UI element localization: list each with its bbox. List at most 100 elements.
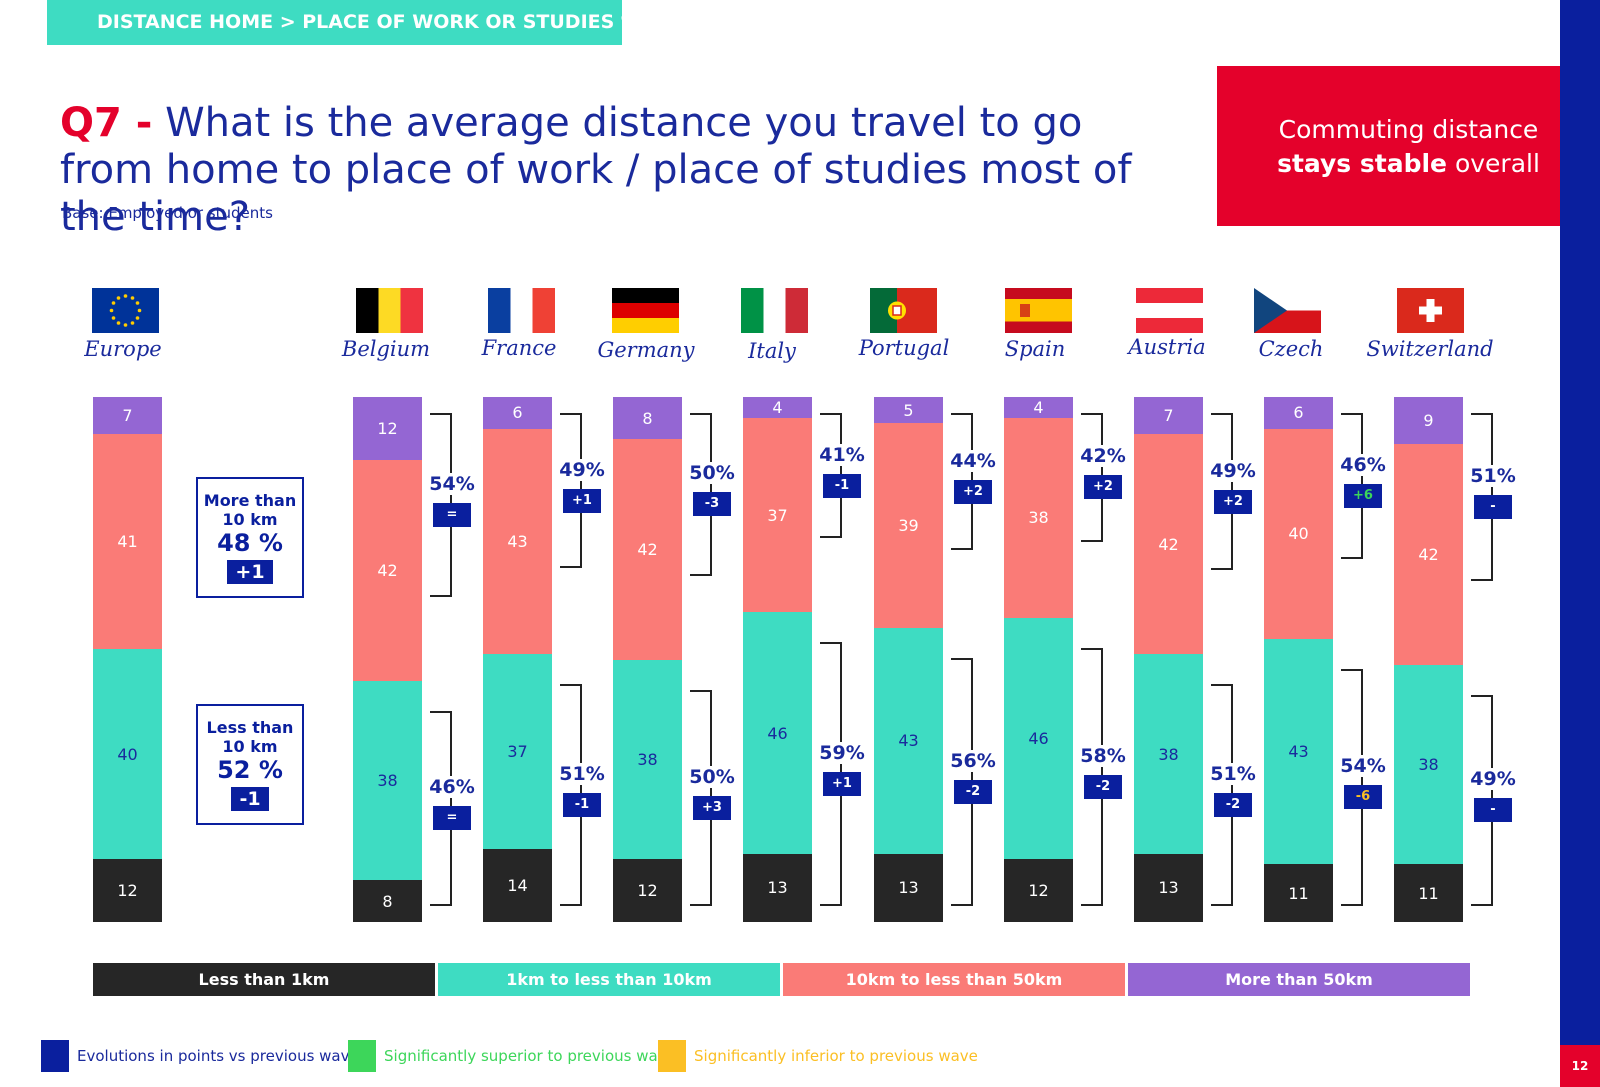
bar-segment-more-than-50km: 4 (1004, 397, 1073, 418)
more-than-10km-change: = (433, 502, 471, 527)
more-than-10km-change: -3 (693, 492, 731, 517)
country-label: Switzerland (1366, 337, 1494, 361)
bar-segment-less-than-1km: 12 (613, 859, 682, 922)
less-than-10km-percent: 50% (682, 765, 742, 788)
austria-flag-icon (1136, 288, 1203, 333)
summary-label: 10 km (222, 737, 278, 756)
key-inferior: Significantly inferior to previous wave (658, 1039, 978, 1072)
less-than-10km-change: +3 (693, 795, 731, 820)
switzerland-flag-icon (1397, 288, 1464, 333)
summary-value: 52 % (217, 756, 283, 784)
bar-segment-more-than-50km: 6 (1264, 397, 1333, 429)
key-label: Evolutions in points vs previous wave (77, 1046, 359, 1065)
eu-flag-icon (92, 288, 159, 333)
more-than-10km-percent: 49% (552, 458, 612, 481)
callout-bold: stays stable (1277, 149, 1447, 178)
bar-segment-1-to-10km: 40 (93, 649, 162, 859)
bar-segment-1-to-10km: 38 (1134, 654, 1203, 854)
bar-segment-1-to-10km: 38 (1394, 664, 1463, 865)
more-than-10km-percent: 54% (422, 472, 482, 495)
france-flag-icon (488, 288, 555, 333)
question-title: Q7 - What is the average distance you tr… (60, 100, 1140, 241)
less-than-10km-percent: 58% (1073, 744, 1133, 767)
less-than-10km-percent: 56% (943, 750, 1003, 772)
more-than-10km-change: -1 (823, 473, 861, 498)
more-than-10km-percent: 41% (812, 443, 872, 466)
bar-segment-10-to-50km: 42 (1394, 444, 1463, 665)
more-than-10km-change: +2 (1214, 489, 1252, 514)
bar-segment-less-than-1km: 13 (743, 853, 812, 922)
bar-segment-10-to-50km: 40 (1264, 428, 1333, 639)
bar-segment-more-than-50km: 7 (93, 397, 162, 434)
summary-label: Less than (206, 718, 294, 737)
less-than-10km-percent: 46% (422, 776, 482, 799)
country-label: Belgium (341, 337, 431, 361)
less-than-10km-percent: 54% (1333, 755, 1393, 778)
bar-segment-more-than-50km: 4 (743, 397, 812, 418)
bar-segment-less-than-1km: 12 (1004, 859, 1073, 922)
bar-segment-10-to-50km: 43 (483, 428, 552, 655)
less-than-10km-change: -2 (954, 780, 992, 804)
bar-segment-10-to-50km: 39 (874, 423, 943, 628)
bar-segment-less-than-1km: 11 (1394, 864, 1463, 922)
summary-label: 10 km (222, 510, 278, 529)
bar-segment-10-to-50km: 41 (93, 433, 162, 649)
more-than-10km-change: +1 (563, 488, 601, 513)
bar-segment-10-to-50km: 38 (1004, 418, 1073, 618)
less-than-10km-change: -2 (1214, 793, 1252, 818)
legend-1-to-10km: 1km to less than 10km (438, 963, 780, 996)
country-label: France (481, 336, 557, 360)
country-label: Czech (1258, 337, 1324, 361)
legend-10-to-50km: 10km to less than 50km (783, 963, 1125, 996)
bar-segment-more-than-50km: 7 (1134, 397, 1203, 434)
navy-swatch (41, 1039, 69, 1072)
less-than-10km-summary: Less than 10 km 52 % -1 (196, 704, 304, 825)
section-tag: DISTANCE HOME > PLACE OF WORK OR STUDIES… (47, 0, 640, 45)
summary-value: 48 % (217, 529, 283, 557)
belgium-flag-icon (356, 288, 423, 333)
less-than-10km-percent: 51% (1203, 763, 1263, 786)
more-than-10km-percent: 50% (682, 462, 742, 485)
italy-flag-icon (741, 288, 808, 333)
less-than-10km-change: - (1474, 798, 1512, 823)
country-label: Austria (1128, 335, 1206, 359)
page-number: 12 (1560, 1045, 1600, 1087)
callout-rest: overall (1447, 149, 1540, 178)
bar-segment-1-to-10km: 38 (613, 659, 682, 859)
country-label: Italy (748, 339, 796, 363)
more-than-10km-percent: 46% (1333, 453, 1393, 476)
key-superior: Significantly superior to previous wave (348, 1039, 676, 1072)
bar-segment-less-than-1km: 11 (1264, 864, 1333, 922)
more-than-10km-change: +2 (1084, 475, 1122, 500)
germany-flag-icon (612, 288, 679, 333)
less-than-10km-change: = (433, 806, 471, 831)
more-than-10km-change: +2 (954, 479, 992, 504)
bar-segment-1-to-10km: 46 (1004, 617, 1073, 859)
less-than-10km-change: +1 (823, 772, 861, 797)
bar-segment-more-than-50km: 6 (483, 397, 552, 429)
more-than-10km-percent: 51% (1463, 464, 1523, 487)
key-finding-callout: Commuting distance stays stable overall (1217, 66, 1600, 226)
key-label: Significantly inferior to previous wave (694, 1046, 978, 1065)
green-swatch (348, 1039, 376, 1072)
right-stripe (1560, 0, 1600, 1087)
bar-segment-1-to-10km: 37 (483, 654, 552, 849)
less-than-10km-percent: 49% (1463, 768, 1523, 791)
bar-segment-less-than-1km: 8 (353, 880, 422, 922)
more-than-10km-change: +6 (1344, 483, 1382, 508)
bar-segment-10-to-50km: 42 (1134, 433, 1203, 655)
yellow-swatch (658, 1039, 686, 1072)
bar-segment-more-than-50km: 5 (874, 397, 943, 424)
bar-segment-less-than-1km: 13 (874, 853, 943, 922)
summary-change: -1 (231, 787, 269, 811)
more-than-10km-percent: 44% (943, 449, 1003, 472)
bar-segment-1-to-10km: 43 (874, 628, 943, 854)
summary-label: More than (203, 491, 297, 510)
summary-change: +1 (227, 560, 273, 584)
bar-segment-less-than-1km: 12 (93, 859, 162, 922)
country-label: Spain (1004, 337, 1066, 361)
question-text: What is the average distance you travel … (60, 100, 1132, 240)
more-than-10km-change: - (1474, 494, 1512, 519)
bar-segment-more-than-50km: 8 (613, 397, 682, 439)
czech-flag-icon (1254, 288, 1321, 333)
